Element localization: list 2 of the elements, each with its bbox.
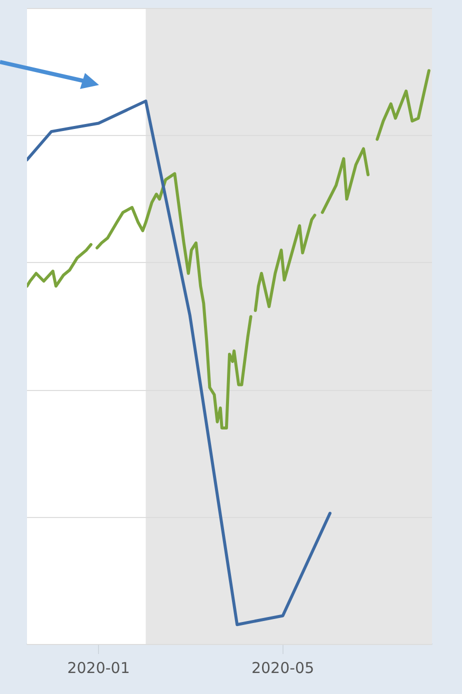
x-tick-label: 2020-05 (251, 658, 314, 677)
x-tick-label: 2020-01 (67, 658, 130, 677)
